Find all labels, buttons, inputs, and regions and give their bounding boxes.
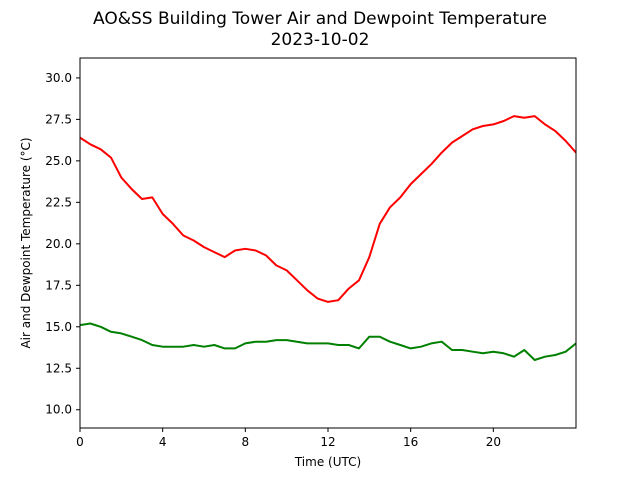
y-axis-label: Air and Dewpoint Temperature (°C) <box>19 137 33 348</box>
y-tick-label: 17.5 <box>45 278 72 292</box>
y-tick-label: 10.0 <box>45 403 72 417</box>
y-tick-label: 22.5 <box>45 195 72 209</box>
y-tick-label: 30.0 <box>45 71 72 85</box>
series-layer <box>79 115 577 361</box>
y-tick-label: 15.0 <box>45 320 72 334</box>
chart-subtitle: 2023-10-02 <box>271 30 370 50</box>
y-tick-label: 20.0 <box>45 237 72 251</box>
x-tick-label: 8 <box>242 435 250 449</box>
series-line-0 <box>79 115 577 303</box>
tick-layer: 0 4 8 12 16 20 10.0 12.5 15.0 17.5 20.0 22.5 25.0 27.… <box>45 71 501 449</box>
x-tick-label: 0 <box>76 435 84 449</box>
x-tick-label: 20 <box>486 435 501 449</box>
x-tick-label: 16 <box>403 435 418 449</box>
y-tick-label: 25.0 <box>45 154 72 168</box>
y-tick-label: 27.5 <box>45 112 72 126</box>
y-tick-label: 12.5 <box>45 361 72 375</box>
x-tick-label: 12 <box>320 435 335 449</box>
x-axis-label: Time (UTC) <box>294 455 361 469</box>
x-tick-label: 4 <box>159 435 167 449</box>
plot-frame <box>79 57 577 429</box>
series-line-1 <box>79 322 577 361</box>
chart-title: AO&SS Building Tower Air and Dewpoint Te… <box>93 9 547 29</box>
